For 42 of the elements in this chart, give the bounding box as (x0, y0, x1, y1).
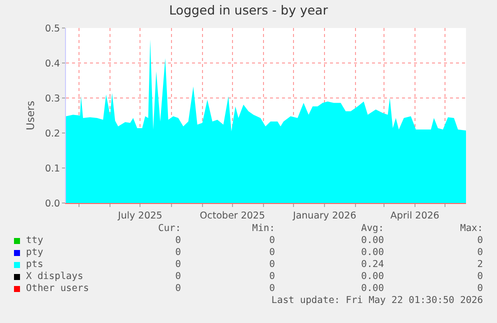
text: 0 (269, 271, 275, 282)
y-tick-label: 0.2 (44, 128, 60, 140)
text: Cur: (158, 223, 181, 234)
text: 0 (477, 271, 483, 282)
text: Last update: Fri May 22 01:30:50 2026 (271, 295, 483, 306)
text: 0 (269, 247, 275, 258)
text: 0 (175, 283, 181, 294)
chart-title: Logged in users - by year (169, 2, 329, 18)
legend-label: Other users (26, 283, 89, 294)
legend-label: pty (26, 247, 44, 258)
x-tick-label: July 2025 (117, 210, 162, 222)
text: 0 (175, 235, 181, 246)
text: 0 (175, 259, 181, 270)
y-tick-label: 0.0 (44, 198, 60, 210)
x-tick-label: January 2026 (292, 210, 356, 222)
text: 0 (477, 283, 483, 294)
legend-label: X displays (26, 271, 84, 282)
text: 0.00 (361, 283, 384, 294)
text: 0.00 (361, 271, 384, 282)
text: 0.24 (361, 259, 384, 270)
legend-label: pts (26, 259, 44, 270)
y-tick-label: 0.3 (44, 93, 60, 104)
text: 0.00 (361, 247, 384, 258)
y-tick-label: 0.1 (44, 163, 60, 174)
y-axis-title: Users (24, 100, 37, 130)
text: 0 (269, 259, 275, 270)
text: 2 (477, 259, 483, 270)
y-tick-label: 0.4 (44, 58, 60, 70)
text: 0 (175, 247, 181, 258)
text: 0 (175, 271, 181, 282)
text: Max: (460, 223, 483, 234)
x-tick-label: October 2025 (200, 210, 266, 222)
text: Avg: (361, 223, 384, 234)
y-tick-label: 0.5 (44, 23, 60, 34)
text: 0 (269, 235, 275, 246)
text: 0 (477, 247, 483, 258)
text: 0 (269, 283, 275, 294)
text: 0 (477, 235, 483, 246)
legend-label: tty (26, 235, 44, 246)
x-tick-label: April 2026 (390, 210, 440, 222)
text: 0.00 (361, 235, 384, 246)
text: Min: (252, 223, 275, 234)
